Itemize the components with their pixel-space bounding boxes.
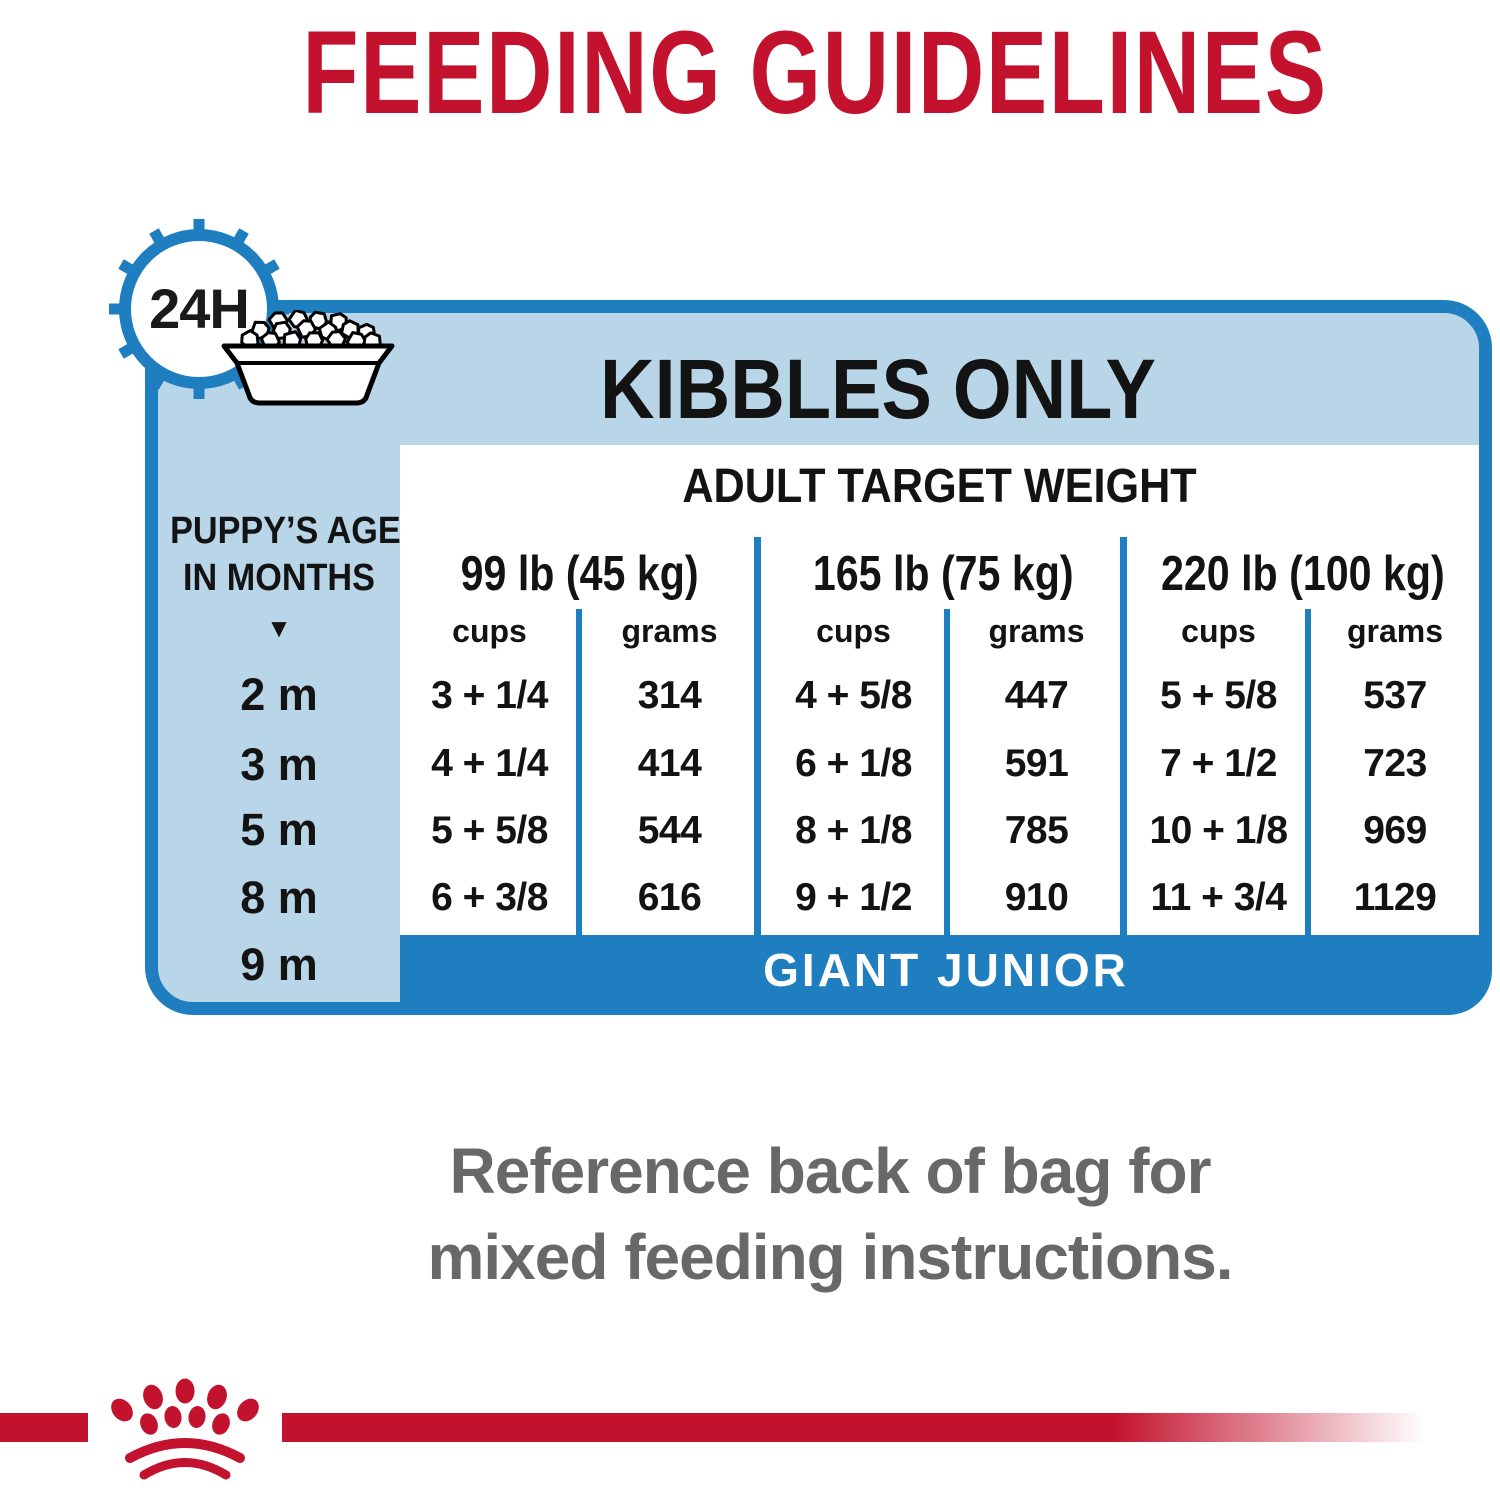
unit-label: grams	[988, 613, 1085, 649]
table-cell: 910	[1004, 876, 1069, 919]
age-header-line1: PUPPY’S AGE	[170, 510, 401, 552]
note-line1: Reference back of bag for	[449, 1135, 1212, 1207]
table-cell: 537	[1363, 674, 1427, 717]
royal-canin-crown-logo	[88, 1372, 282, 1492]
weight-column-header: 99 lb (45 kg)	[461, 547, 699, 601]
age-label: 3 m	[240, 739, 318, 790]
unit-label: cups	[1181, 613, 1256, 649]
table-cell: 8 + 1/8	[795, 809, 912, 852]
table-cell: 1129	[1353, 876, 1437, 919]
table-cell: 11 + 3/4	[1150, 876, 1287, 919]
unit-label: grams	[621, 613, 718, 649]
column-divider	[1120, 537, 1127, 935]
table-cell: 616	[637, 876, 702, 919]
table-row: 6 + 3/8 616 9 + 1/2 910 11 + 3/4 1129	[400, 872, 1479, 924]
table-cell: 785	[1004, 809, 1069, 852]
unit-label: cups	[816, 613, 891, 649]
page-title: FEEDING GUIDELINES	[302, 7, 1328, 139]
age-label: 8 m	[240, 872, 318, 923]
clock-label: 24H	[149, 277, 249, 340]
table-cell: 4 + 1/4	[431, 742, 548, 785]
weight-header-row: 99 lb (45 kg) 165 lb (75 kg) 220 lb (100…	[400, 543, 1479, 605]
table-cell: 7 + 1/2	[1160, 742, 1277, 785]
table-cell: 3 + 1/4	[431, 674, 548, 717]
age-header-line2: IN MONTHS	[183, 557, 375, 599]
column-divider	[1305, 609, 1311, 935]
age-label: 5 m	[240, 804, 318, 855]
crown-paw-icon	[111, 1378, 259, 1480]
table-row: 5 + 5/8 544 8 + 1/8 785 10 + 1/8 969	[400, 805, 1479, 857]
age-label: 2 m	[240, 669, 318, 720]
adult-target-weight-heading: ADULT TARGET WEIGHT	[682, 460, 1197, 513]
table-cell: 969	[1363, 809, 1427, 852]
data-grid: ADULT TARGET WEIGHT 99 lb (45 kg) 165 lb…	[400, 445, 1479, 935]
kibbles-only-heading: KIBBLES ONLY	[600, 342, 1156, 436]
age-label: 9 m	[240, 939, 318, 990]
table-cell: 544	[637, 809, 702, 852]
table-row: 4 + 1/4 414 6 + 1/8 591 7 + 1/2 723	[400, 738, 1479, 790]
unit-label: grams	[1346, 613, 1444, 649]
table-cell: 591	[1004, 742, 1069, 785]
note-line2: mixed feeding instructions.	[427, 1221, 1233, 1293]
column-divider	[944, 609, 950, 935]
feeding-table: KIBBLES ONLY PUPPY’S AGE IN MONTHS ▼ 2 m…	[145, 300, 1492, 1015]
table-cell: 447	[1004, 674, 1069, 717]
table-cell: 314	[637, 674, 702, 717]
note-text: Reference back of bag for mixed feeding …	[160, 1128, 1500, 1300]
table-cell: 9 + 1/2	[795, 876, 912, 919]
table-cell: 4 + 5/8	[795, 674, 912, 717]
table-cell: 6 + 3/8	[431, 876, 548, 919]
table-cell: 10 + 1/8	[1149, 809, 1288, 852]
column-divider	[754, 537, 761, 935]
column-divider	[576, 609, 582, 935]
unit-label: cups	[452, 613, 527, 649]
product-name-label: GIANT JUNIOR	[763, 944, 1129, 996]
table-cell: 5 + 5/8	[431, 809, 548, 852]
table-cell: 723	[1363, 742, 1427, 785]
kibble-bowl-icon	[221, 310, 395, 406]
product-name-bar: GIANT JUNIOR	[400, 935, 1492, 1015]
table-cell: 6 + 1/8	[795, 742, 912, 785]
table-cell: 414	[637, 742, 702, 785]
weight-column-header: 220 lb (100 kg)	[1160, 547, 1445, 601]
unit-header-row: cups grams cups grams cups grams	[400, 611, 1479, 651]
table-row: 3 + 1/4 314 4 + 5/8 447 5 + 5/8 537	[400, 670, 1479, 722]
weight-column-header: 165 lb (75 kg)	[812, 547, 1074, 601]
down-arrow-icon: ▼	[266, 613, 292, 643]
table-cell: 5 + 5/8	[1160, 674, 1277, 717]
age-column-header: PUPPY’S AGE IN MONTHS	[170, 508, 401, 602]
